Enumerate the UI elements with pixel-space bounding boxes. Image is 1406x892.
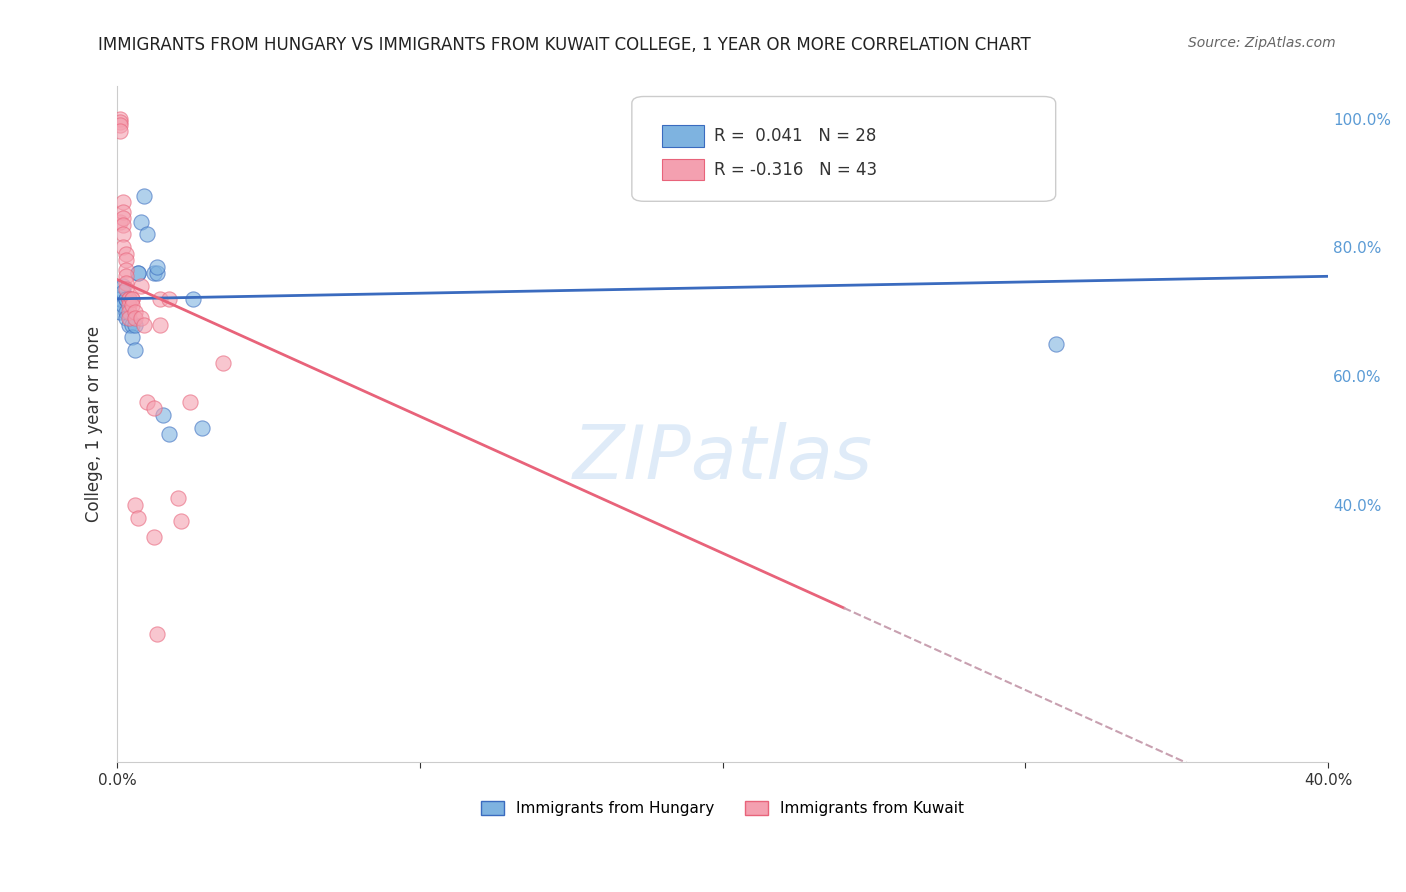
Point <box>136 395 159 409</box>
Legend: Immigrants from Hungary, Immigrants from Kuwait: Immigrants from Hungary, Immigrants from… <box>475 795 970 822</box>
Point <box>127 510 149 524</box>
Point <box>170 514 193 528</box>
Point <box>118 292 141 306</box>
Point <box>115 276 138 290</box>
FancyBboxPatch shape <box>631 96 1056 202</box>
Point <box>118 298 141 312</box>
Point <box>112 205 135 219</box>
Point <box>152 408 174 422</box>
Text: Source: ZipAtlas.com: Source: ZipAtlas.com <box>1188 36 1336 50</box>
Point <box>179 395 201 409</box>
Point <box>112 195 135 210</box>
Bar <box>662 159 704 180</box>
Point <box>124 343 146 358</box>
Text: R = -0.316   N = 43: R = -0.316 N = 43 <box>714 161 877 178</box>
Point <box>131 214 153 228</box>
Text: R =  0.041   N = 28: R = 0.041 N = 28 <box>714 127 876 145</box>
Point <box>110 112 132 126</box>
Point <box>121 292 143 306</box>
Point <box>1045 337 1067 351</box>
Point <box>112 240 135 254</box>
Point <box>115 304 138 318</box>
Point <box>121 318 143 332</box>
Point <box>110 115 132 129</box>
Point <box>121 292 143 306</box>
Point <box>112 285 135 300</box>
Text: IMMIGRANTS FROM HUNGARY VS IMMIGRANTS FROM KUWAIT COLLEGE, 1 YEAR OR MORE CORREL: IMMIGRANTS FROM HUNGARY VS IMMIGRANTS FR… <box>98 36 1031 54</box>
Point <box>166 491 188 506</box>
Point <box>115 311 138 326</box>
Point <box>127 266 149 280</box>
Point <box>124 318 146 332</box>
Point <box>157 292 180 306</box>
Point <box>118 292 141 306</box>
Point <box>115 292 138 306</box>
Point <box>115 269 138 284</box>
Point <box>115 292 138 306</box>
Point <box>115 253 138 268</box>
Point <box>112 279 135 293</box>
Point <box>110 304 132 318</box>
Point <box>115 282 138 296</box>
Point <box>134 318 156 332</box>
Point <box>118 304 141 318</box>
Point <box>112 211 135 226</box>
Point <box>121 330 143 344</box>
Point <box>191 420 214 434</box>
Point <box>145 260 167 274</box>
Point <box>110 292 132 306</box>
Point <box>145 266 167 280</box>
Point <box>157 427 180 442</box>
Point <box>124 304 146 318</box>
Point <box>110 214 132 228</box>
Point <box>118 311 141 326</box>
Point <box>112 298 135 312</box>
Point <box>121 298 143 312</box>
Point <box>115 246 138 260</box>
Point <box>136 227 159 242</box>
Point <box>112 218 135 232</box>
Point <box>127 266 149 280</box>
Point <box>142 401 165 416</box>
Text: ZIPatlas: ZIPatlas <box>572 422 873 494</box>
Point <box>118 292 141 306</box>
Point <box>110 124 132 138</box>
Point <box>124 498 146 512</box>
Point <box>131 311 153 326</box>
Bar <box>662 125 704 146</box>
Point <box>212 356 235 370</box>
Point <box>118 318 141 332</box>
Point <box>115 263 138 277</box>
Y-axis label: College, 1 year or more: College, 1 year or more <box>86 326 103 523</box>
Point <box>145 626 167 640</box>
Point <box>148 318 170 332</box>
Point <box>124 311 146 326</box>
Point <box>142 266 165 280</box>
Point <box>134 189 156 203</box>
Point <box>131 279 153 293</box>
Point <box>112 227 135 242</box>
Point <box>142 530 165 544</box>
Point <box>110 118 132 132</box>
Point <box>181 292 204 306</box>
Point <box>148 292 170 306</box>
